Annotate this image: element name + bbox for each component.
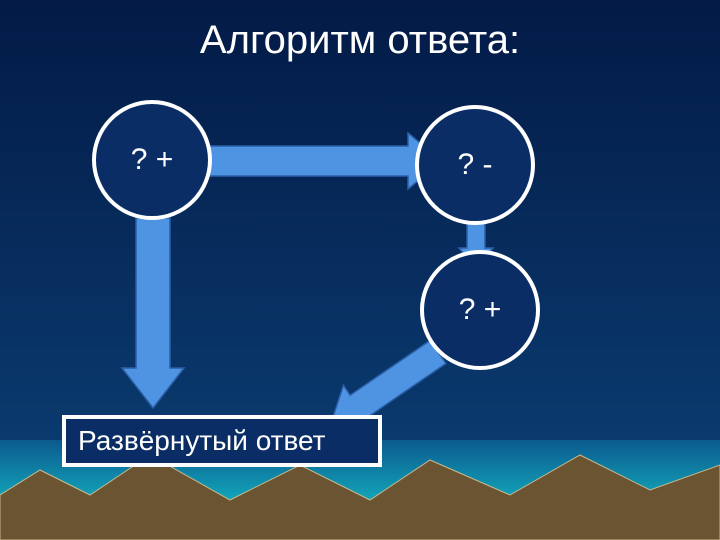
node-question-plus-2: ? + [420,250,540,370]
node-label: ? - [457,148,492,182]
node-full-answer: Развёрнутый ответ [62,415,382,467]
node-question-plus-1: ? + [92,100,212,220]
node-label: ? + [459,293,502,327]
node-label: Развёрнутый ответ [78,425,326,457]
arrow-n1-n4 [122,218,184,408]
node-label: ? + [131,143,174,177]
arrow-n1-n2 [208,133,442,189]
node-question-minus: ? - [415,105,535,225]
